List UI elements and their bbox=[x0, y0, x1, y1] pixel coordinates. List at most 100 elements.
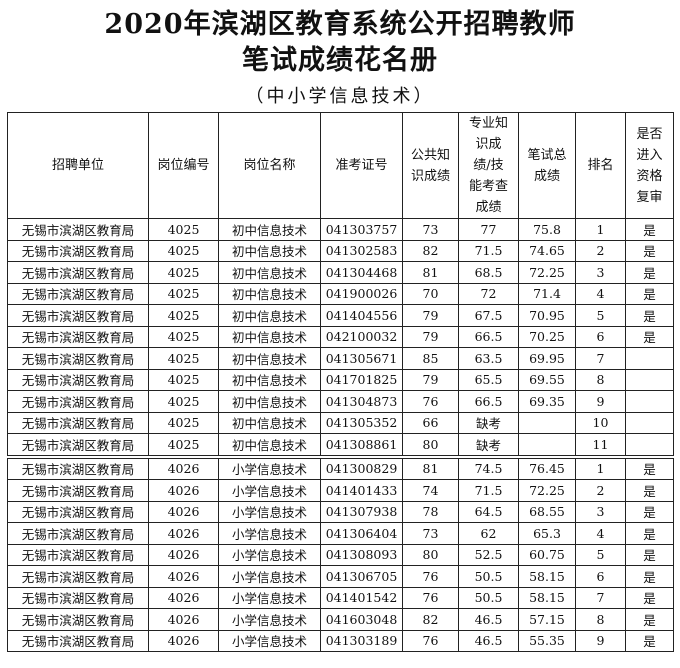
table-cell: 4026 bbox=[148, 629, 219, 652]
table-cell: 是 bbox=[625, 629, 674, 652]
table-cell: 041300829 bbox=[320, 454, 403, 480]
table-row: 无锡市滨湖区教育局 4025 初中信息技术 042100032 79 66.5 70.25 6… bbox=[7, 325, 674, 348]
table-cell: 66 bbox=[402, 411, 459, 434]
table-cell: 69.55 bbox=[518, 368, 576, 391]
table-cell: 4025 bbox=[148, 325, 219, 348]
table-cell: 81 bbox=[402, 454, 459, 480]
table-cell: 无锡市滨湖区教育局 bbox=[7, 390, 149, 413]
table-row: 无锡市滨湖区教育局 4025 初中信息技术 041304873 76 66.5 69.35 9 bbox=[7, 390, 674, 413]
table-cell: 72.25 bbox=[518, 479, 576, 502]
column-header: 准考证号 bbox=[320, 112, 403, 219]
table-cell: 初中信息技术 bbox=[218, 261, 321, 284]
table-cell: 初中信息技术 bbox=[218, 368, 321, 391]
table-cell: 4025 bbox=[148, 411, 219, 434]
table-cell: 041305352 bbox=[320, 411, 403, 434]
table-cell: 041603048 bbox=[320, 608, 403, 631]
table-cell bbox=[518, 411, 576, 434]
table-cell: 70.95 bbox=[518, 304, 576, 327]
table-cell: 4025 bbox=[148, 304, 219, 327]
table-cell: 042100032 bbox=[320, 325, 403, 348]
table-cell: 76.45 bbox=[518, 454, 576, 480]
table-cell: 74 bbox=[402, 479, 459, 502]
table-cell: 76 bbox=[402, 390, 459, 413]
table-cell: 是 bbox=[625, 543, 674, 566]
table-cell: 68.55 bbox=[518, 500, 576, 523]
table-cell: 小学信息技术 bbox=[218, 543, 321, 566]
table-cell: 041401542 bbox=[320, 586, 403, 609]
table-cell: 82 bbox=[402, 608, 459, 631]
table-cell: 1 bbox=[575, 454, 626, 480]
table-cell: 11 bbox=[575, 433, 626, 457]
table-cell: 是 bbox=[625, 325, 674, 348]
table-cell: 小学信息技术 bbox=[218, 629, 321, 652]
table-cell: 缺考 bbox=[458, 411, 519, 434]
table-cell: 4026 bbox=[148, 543, 219, 566]
table-cell: 3 bbox=[575, 261, 626, 284]
table-cell: 4025 bbox=[148, 218, 219, 241]
table-cell: 4 bbox=[575, 282, 626, 305]
table-cell: 041308861 bbox=[320, 433, 403, 457]
table-cell: 无锡市滨湖区教育局 bbox=[7, 347, 149, 370]
table-cell: 无锡市滨湖区教育局 bbox=[7, 304, 149, 327]
table-cell: 041305671 bbox=[320, 347, 403, 370]
table-cell: 是 bbox=[625, 218, 674, 241]
table-cell: 70.25 bbox=[518, 325, 576, 348]
table-cell: 是 bbox=[625, 454, 674, 480]
table-cell: 无锡市滨湖区教育局 bbox=[7, 479, 149, 502]
table-cell: 80 bbox=[402, 433, 459, 457]
table-row: 无锡市滨湖区教育局 4026 小学信息技术 041306705 76 50.5 58.15 6… bbox=[7, 565, 674, 588]
table-cell: 小学信息技术 bbox=[218, 522, 321, 545]
table-cell: 无锡市滨湖区教育局 bbox=[7, 522, 149, 545]
table-cell: 是 bbox=[625, 608, 674, 631]
table-cell: 5 bbox=[575, 304, 626, 327]
table-row: 无锡市滨湖区教育局 4026 小学信息技术 041401433 74 71.5 72.25 2… bbox=[7, 479, 674, 502]
table-cell: 4025 bbox=[148, 368, 219, 391]
table-cell: 初中信息技术 bbox=[218, 282, 321, 305]
table-cell: 041303757 bbox=[320, 218, 403, 241]
table-cell: 58.15 bbox=[518, 565, 576, 588]
table-cell: 4025 bbox=[148, 433, 219, 457]
table-cell: 4026 bbox=[148, 454, 219, 480]
table-cell: 82 bbox=[402, 239, 459, 262]
table-row: 无锡市滨湖区教育局 4026 小学信息技术 041307938 78 64.5 68.55 3… bbox=[7, 500, 674, 523]
table-cell: 68.5 bbox=[458, 261, 519, 284]
table-cell: 71.4 bbox=[518, 282, 576, 305]
table-cell: 初中信息技术 bbox=[218, 218, 321, 241]
table-cell: 041307938 bbox=[320, 500, 403, 523]
table-cell: 小学信息技术 bbox=[218, 608, 321, 631]
table-cell bbox=[625, 411, 674, 434]
table-cell: 4025 bbox=[148, 347, 219, 370]
table-cell: 小学信息技术 bbox=[218, 454, 321, 480]
table-cell: 041304468 bbox=[320, 261, 403, 284]
table-cell: 4025 bbox=[148, 239, 219, 262]
table-cell: 9 bbox=[575, 629, 626, 652]
table-cell: 初中信息技术 bbox=[218, 433, 321, 457]
table-cell: 2 bbox=[575, 239, 626, 262]
table-cell: 是 bbox=[625, 304, 674, 327]
table-cell: 60.75 bbox=[518, 543, 576, 566]
table-cell: 4026 bbox=[148, 522, 219, 545]
table-cell: 72 bbox=[458, 282, 519, 305]
table-cell: 无锡市滨湖区教育局 bbox=[7, 325, 149, 348]
table-cell: 小学信息技术 bbox=[218, 479, 321, 502]
table-cell: 66.5 bbox=[458, 390, 519, 413]
table-cell: 无锡市滨湖区教育局 bbox=[7, 543, 149, 566]
table-cell: 6 bbox=[575, 565, 626, 588]
table-cell: 76 bbox=[402, 586, 459, 609]
column-header: 公共知识成绩 bbox=[402, 112, 459, 219]
table-cell: 75.8 bbox=[518, 218, 576, 241]
table-cell bbox=[625, 347, 674, 370]
table-cell: 62 bbox=[458, 522, 519, 545]
table-row: 无锡市滨湖区教育局 4025 初中信息技术 041303757 73 77 75.8 1 是 bbox=[7, 218, 674, 241]
table-cell: 是 bbox=[625, 239, 674, 262]
table-row: 无锡市滨湖区教育局 4026 小学信息技术 041303189 76 46.5 55.35 9… bbox=[7, 629, 674, 652]
table-row: 无锡市滨湖区教育局 4025 初中信息技术 041701825 79 65.5 69.55 8 bbox=[7, 368, 674, 391]
table-row: 无锡市滨湖区教育局 4025 初中信息技术 041305352 66 缺考 10 bbox=[7, 411, 674, 434]
table-cell bbox=[518, 433, 576, 457]
table-cell: 是 bbox=[625, 565, 674, 588]
column-header: 是否进入资格复审 bbox=[625, 112, 674, 219]
table-cell bbox=[625, 368, 674, 391]
table-cell: 4025 bbox=[148, 282, 219, 305]
table-row: 无锡市滨湖区教育局 4025 初中信息技术 041308861 80 缺考 11 bbox=[7, 433, 674, 457]
table-cell: 74.65 bbox=[518, 239, 576, 262]
